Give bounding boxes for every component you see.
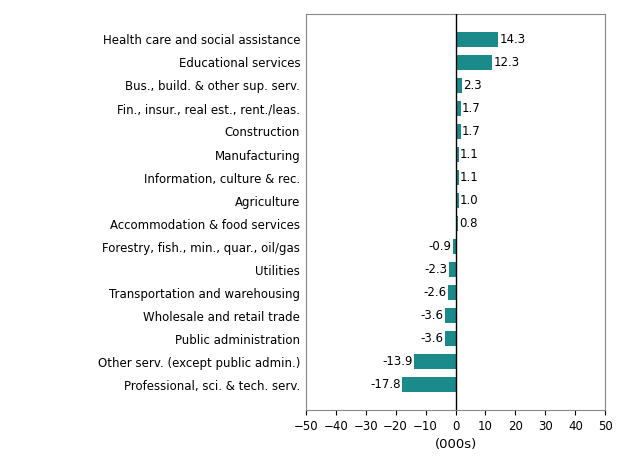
Text: -2.3: -2.3 <box>424 263 447 276</box>
Bar <box>456 124 461 139</box>
Bar <box>414 354 456 369</box>
Bar <box>445 331 456 346</box>
Text: 0.8: 0.8 <box>459 217 477 230</box>
Bar <box>456 147 459 162</box>
Text: -17.8: -17.8 <box>371 378 401 391</box>
Bar <box>456 170 459 185</box>
Text: 14.3: 14.3 <box>500 33 525 46</box>
Text: -13.9: -13.9 <box>382 355 412 368</box>
Bar <box>445 308 456 323</box>
Bar <box>456 193 459 208</box>
Bar <box>456 101 461 116</box>
Text: 1.1: 1.1 <box>460 171 479 184</box>
Text: -2.6: -2.6 <box>424 286 447 299</box>
Bar <box>448 285 456 300</box>
X-axis label: (000s): (000s) <box>434 439 477 452</box>
Bar <box>456 55 492 70</box>
Bar <box>456 32 499 47</box>
Bar <box>453 239 456 254</box>
Text: 12.3: 12.3 <box>494 56 520 69</box>
Text: -3.6: -3.6 <box>421 309 444 322</box>
Text: 1.1: 1.1 <box>460 148 479 161</box>
Text: 1.0: 1.0 <box>460 194 479 207</box>
Text: 2.3: 2.3 <box>464 79 482 92</box>
Bar <box>402 377 456 392</box>
Bar <box>449 262 456 277</box>
Text: -3.6: -3.6 <box>421 332 444 345</box>
Text: -0.9: -0.9 <box>429 240 452 253</box>
Text: 1.7: 1.7 <box>462 125 480 138</box>
Bar <box>456 78 462 93</box>
Bar <box>456 216 458 231</box>
Text: 1.7: 1.7 <box>462 102 480 115</box>
